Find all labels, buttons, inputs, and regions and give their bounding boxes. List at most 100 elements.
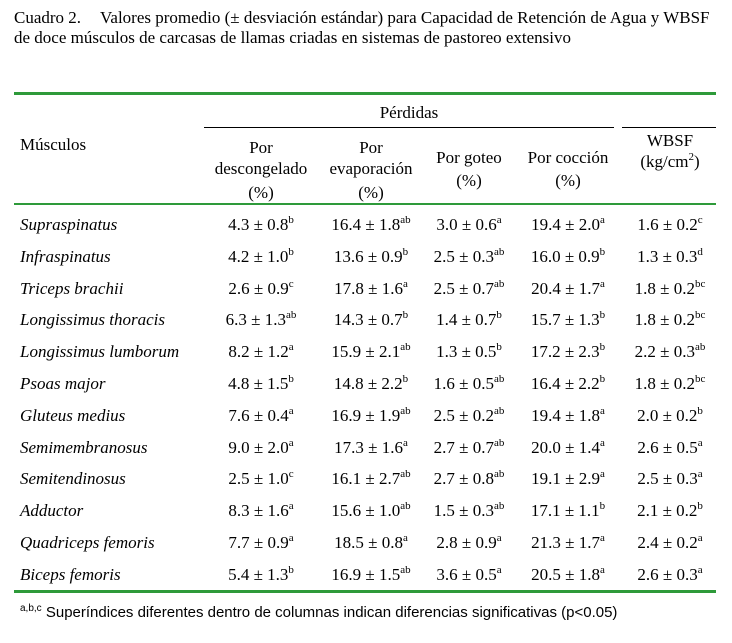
- cell-wbsf: 2.0 ± 0.2b: [637, 404, 703, 425]
- header-goteo: Por goteo (%): [436, 148, 502, 190]
- cell-descongelado: 4.8 ± 1.5b: [228, 373, 294, 394]
- cell-evaporacion: 16.9 ± 1.5ab: [331, 563, 411, 584]
- cell-wbsf: 2.2 ± 0.3ab: [634, 341, 706, 362]
- significance-letter: ab: [400, 341, 411, 354]
- cell-evaporacion: 15.6 ± 1.0ab: [331, 500, 411, 521]
- cell-coccion: 19.4 ± 1.8a: [531, 404, 605, 425]
- perdidas-subrule: [204, 127, 614, 128]
- cell-wbsf: 2.1 ± 0.2b: [637, 500, 703, 521]
- cell-wbsf: 2.6 ± 0.3a: [637, 563, 703, 584]
- cell-evaporacion: 18.5 ± 0.8a: [334, 532, 408, 553]
- table-row: Longissimus lumborum 8.2 ± 1.2a 15.9 ± 2.1…: [0, 336, 732, 368]
- significance-letter: b: [697, 404, 703, 417]
- significance-letter: b: [402, 245, 409, 258]
- table-row: Biceps femoris 5.4 ± 1.3b 16.9 ± 1.5ab 3.6 …: [0, 559, 732, 591]
- significance-letter: a: [697, 436, 703, 449]
- cell-goteo: 2.5 ± 0.7ab: [433, 277, 505, 298]
- significance-letter: a: [288, 341, 294, 354]
- cell-coccion: 16.0 ± 0.9b: [530, 245, 606, 266]
- muscle-name: Gluteus medius: [20, 405, 126, 425]
- cell-coccion: 20.0 ± 1.4a: [531, 436, 605, 457]
- significance-letter: bc: [694, 373, 706, 385]
- table-row: Infraspinatus 4.2 ± 1.0b 13.6 ± 0.9b 2.5 ± …: [0, 241, 732, 273]
- cell-descongelado: 2.5 ± 1.0c: [228, 468, 294, 489]
- significance-letter: a: [288, 404, 294, 417]
- cell-wbsf: 1.8 ± 0.2bc: [634, 309, 706, 330]
- cell-goteo: 2.8 ± 0.9a: [436, 532, 502, 553]
- table-row: Semitendinosus 2.5 ± 1.0c 16.1 ± 2.7ab 2.7 …: [0, 463, 732, 495]
- significance-letter: b: [599, 245, 606, 258]
- cell-evaporacion: 14.8 ± 2.2b: [333, 373, 409, 394]
- muscle-name: Semimembranosus: [20, 437, 148, 457]
- cell-goteo: 2.5 ± 0.2ab: [433, 404, 505, 425]
- significance-letter: b: [288, 563, 294, 576]
- significance-letter: b: [496, 309, 502, 322]
- header-rule: [14, 203, 716, 205]
- significance-letter: b: [599, 341, 606, 354]
- significance-letter: ab: [493, 277, 505, 290]
- significance-letter: a: [288, 436, 294, 449]
- top-rule: [14, 92, 716, 95]
- cell-goteo: 1.3 ± 0.5b: [436, 341, 502, 362]
- cell-coccion: 19.4 ± 2.0a: [531, 214, 605, 235]
- significance-letter: a: [697, 563, 703, 576]
- significance-letter: c: [697, 214, 703, 226]
- cell-wbsf: 1.3 ± 0.3d: [637, 245, 703, 266]
- cell-descongelado: 7.6 ± 0.4a: [228, 404, 294, 425]
- bottom-rule: [14, 590, 716, 593]
- significance-letter: ab: [493, 245, 505, 258]
- caption-text: Valores promedio (± desviación estándar)…: [14, 8, 710, 47]
- cell-goteo: 2.7 ± 0.7ab: [433, 436, 505, 457]
- cell-descongelado: 9.0 ± 2.0a: [228, 436, 294, 457]
- significance-letter: ab: [400, 563, 411, 576]
- cell-coccion: 21.3 ± 1.7a: [531, 532, 605, 553]
- caption-label: Cuadro 2.: [14, 8, 82, 27]
- significance-letter: ab: [400, 500, 411, 513]
- muscle-name: Semitendinosus: [20, 469, 126, 489]
- cell-wbsf: 2.4 ± 0.2a: [637, 532, 703, 553]
- significance-letter: ab: [493, 468, 505, 481]
- wbsf-subrule: [622, 127, 716, 128]
- cell-coccion: 15.7 ± 1.3b: [530, 309, 606, 330]
- significance-letter: b: [599, 309, 606, 322]
- muscle-name: Supraspinatus: [20, 215, 118, 234]
- significance-letter: a: [599, 563, 605, 576]
- footnote-superscripts: a,b,c: [20, 603, 42, 614]
- significance-letter: a: [496, 563, 502, 576]
- cell-wbsf: 1.6 ± 0.2c: [637, 214, 703, 235]
- significance-letter: ab: [694, 341, 706, 354]
- cell-descongelado: 4.2 ± 1.0b: [228, 245, 294, 266]
- table-row: Longissimus thoracis 6.3 ± 1.3ab 14.3 ± 0.…: [0, 304, 732, 336]
- significance-letter: a: [697, 532, 703, 544]
- significance-letter: a: [288, 532, 294, 544]
- significance-letter: b: [599, 373, 606, 385]
- significance-letter: b: [402, 373, 409, 385]
- cell-evaporacion: 16.1 ± 2.7ab: [331, 468, 411, 489]
- significance-letter: a: [599, 532, 605, 544]
- significance-letter: ab: [400, 468, 411, 481]
- cell-coccion: 16.4 ± 2.2b: [530, 373, 606, 394]
- significance-letter: ab: [493, 436, 505, 449]
- cell-wbsf: 2.5 ± 0.3a: [637, 468, 703, 489]
- cell-coccion: 17.1 ± 1.1b: [530, 500, 606, 521]
- muscle-name: Biceps femoris: [20, 564, 121, 584]
- cell-wbsf: 1.8 ± 0.2bc: [634, 373, 706, 394]
- cell-wbsf: 2.6 ± 0.5a: [637, 436, 703, 457]
- muscle-name: Infraspinatus: [20, 246, 111, 266]
- significance-letter: a: [496, 532, 502, 544]
- muscle-name: Longissimus lumborum: [20, 342, 180, 362]
- significance-letter: c: [288, 277, 294, 290]
- muscle-name: Triceps brachii: [20, 278, 124, 298]
- significance-letter: d: [697, 245, 703, 258]
- cell-goteo: 2.7 ± 0.8ab: [433, 468, 505, 489]
- significance-letter: b: [288, 214, 294, 226]
- cell-descongelado: 6.3 ± 1.3ab: [225, 309, 297, 330]
- cell-evaporacion: 16.4 ± 1.8ab: [331, 214, 411, 235]
- cell-descongelado: 7.7 ± 0.9a: [228, 532, 294, 553]
- cell-evaporacion: 13.6 ± 0.9b: [333, 245, 409, 266]
- significance-letter: ab: [285, 309, 297, 322]
- cell-goteo: 1.4 ± 0.7b: [436, 309, 502, 330]
- significance-letter: ab: [400, 404, 411, 417]
- significance-letter: b: [402, 309, 409, 322]
- cell-goteo: 3.0 ± 0.6a: [436, 214, 502, 235]
